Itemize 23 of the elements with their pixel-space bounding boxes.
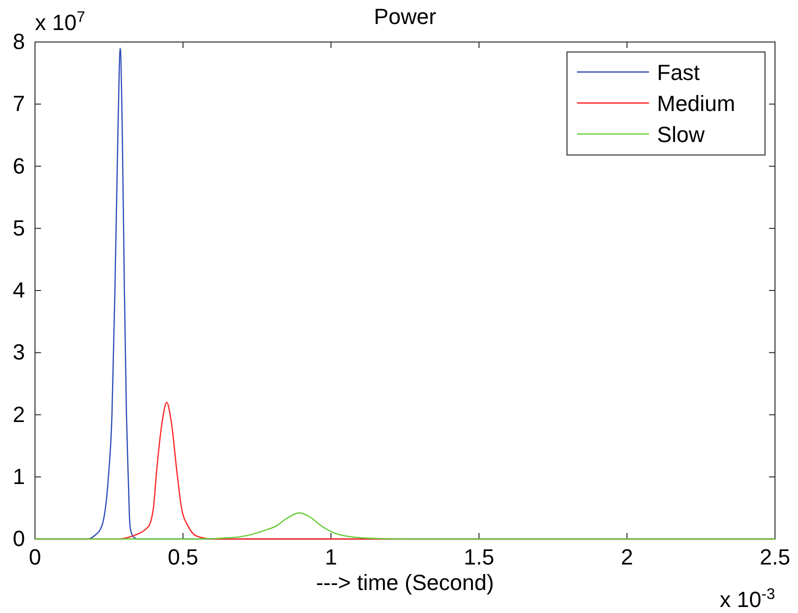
x-tick-label: 0: [28, 544, 42, 570]
x-tick-label: 2.5: [760, 544, 790, 570]
y-tick-label: 5: [12, 215, 25, 240]
y-tick-label: 7: [12, 91, 25, 116]
x-tick-label: 1.5: [464, 544, 494, 570]
x-axis-title: ---> time (Second): [316, 570, 494, 595]
chart-title: Power: [374, 4, 436, 29]
text: x 10$^{7}$: [35, 8, 86, 35]
legend-label: Fast: [657, 60, 700, 85]
y-tick-label: 0: [12, 526, 25, 552]
legend-label: Slow: [657, 122, 705, 147]
y-tick-label: 2: [12, 402, 25, 427]
y-tick-label: 8: [12, 29, 25, 54]
x-tick-label: 0.5: [168, 544, 198, 570]
line-series: [34, 512, 776, 540]
x-tick-label: 2: [620, 544, 634, 570]
y-tick-label: 3: [12, 340, 25, 365]
y-tick-label: 1: [12, 464, 25, 489]
text: x 10$^{-3}$: [720, 586, 775, 612]
y-tick-label: 6: [12, 153, 25, 178]
legend-label: Medium: [657, 91, 736, 116]
y-tick-label: 4: [12, 278, 25, 303]
x-tick-label: 1: [324, 544, 338, 570]
